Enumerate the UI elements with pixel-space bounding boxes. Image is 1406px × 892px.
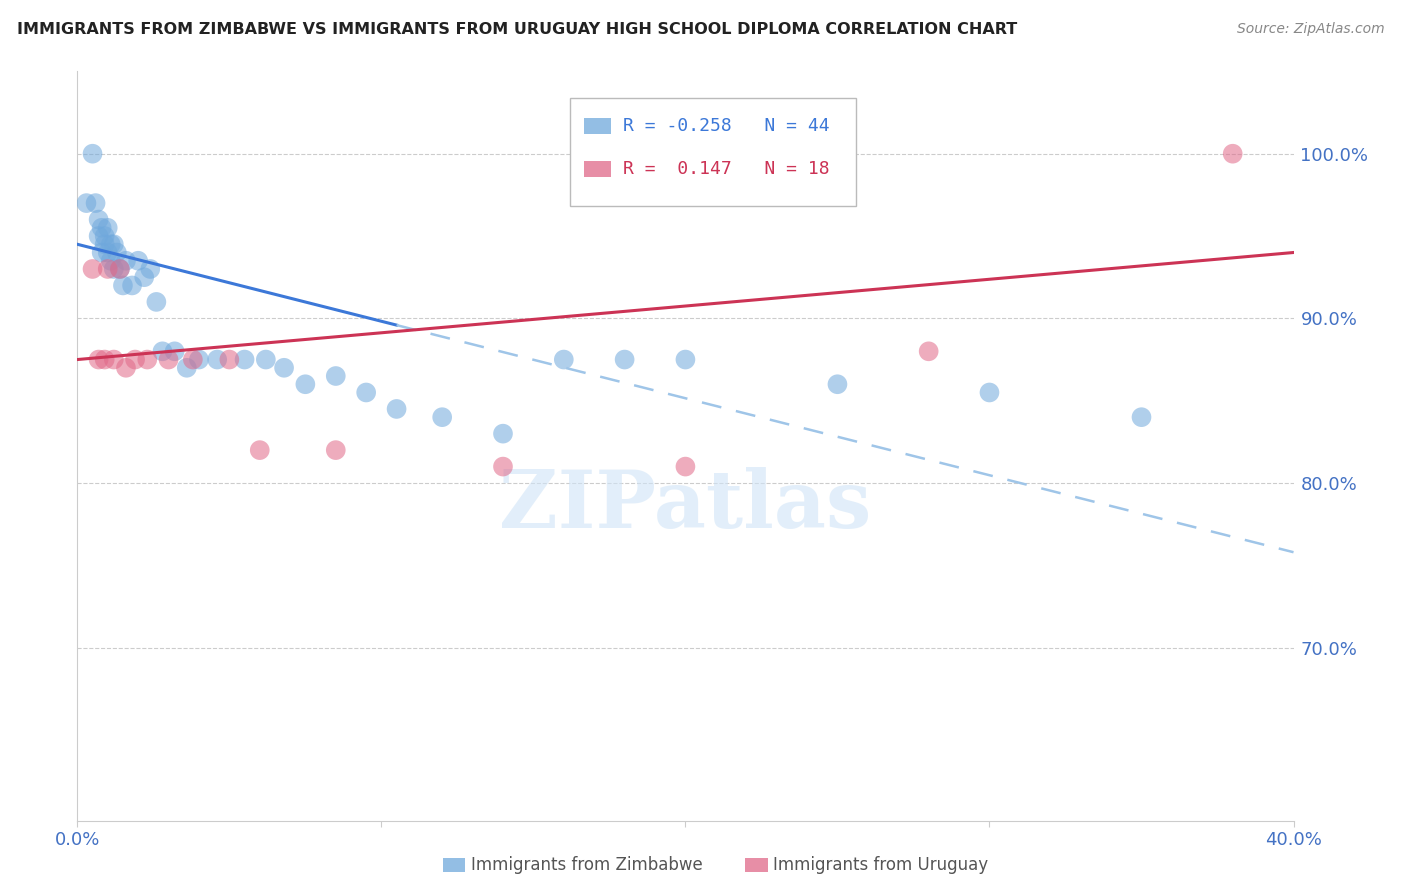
Point — [188, 352, 211, 367]
Point — [108, 262, 131, 277]
Point — [918, 344, 941, 359]
Point — [152, 344, 174, 359]
Point — [121, 278, 143, 293]
Point — [124, 352, 146, 367]
Point — [675, 459, 697, 474]
Point — [205, 352, 228, 367]
Point — [100, 237, 122, 252]
Point — [103, 262, 125, 277]
Point — [97, 245, 120, 260]
Point — [181, 352, 204, 367]
Point — [1222, 146, 1244, 161]
Point — [82, 262, 104, 277]
Point — [103, 352, 125, 367]
Point — [613, 352, 636, 367]
Point — [108, 262, 131, 277]
Point — [103, 237, 125, 252]
Point — [93, 229, 115, 244]
Point — [84, 196, 107, 211]
Point — [294, 377, 316, 392]
Bar — [585, 118, 612, 135]
Point — [273, 360, 295, 375]
Point — [105, 245, 128, 260]
Point — [90, 220, 112, 235]
Point — [87, 352, 110, 367]
Point — [176, 360, 198, 375]
Text: Immigrants from Uruguay: Immigrants from Uruguay — [773, 856, 988, 874]
Point — [139, 262, 162, 277]
Point — [75, 196, 97, 211]
Text: IMMIGRANTS FROM ZIMBABWE VS IMMIGRANTS FROM URUGUAY HIGH SCHOOL DIPLOMA CORRELAT: IMMIGRANTS FROM ZIMBABWE VS IMMIGRANTS F… — [17, 22, 1017, 37]
Point — [136, 352, 159, 367]
Point — [492, 426, 515, 441]
Point — [249, 443, 271, 458]
Point — [134, 270, 156, 285]
Point — [827, 377, 849, 392]
Point — [385, 401, 408, 416]
Point — [325, 443, 347, 458]
Point — [115, 360, 138, 375]
Point — [254, 352, 277, 367]
Point — [553, 352, 575, 367]
Point — [111, 278, 134, 293]
Text: Source: ZipAtlas.com: Source: ZipAtlas.com — [1237, 22, 1385, 37]
Point — [82, 146, 104, 161]
Point — [145, 294, 167, 309]
Text: Immigrants from Zimbabwe: Immigrants from Zimbabwe — [471, 856, 703, 874]
Point — [163, 344, 186, 359]
Point — [93, 237, 115, 252]
Point — [97, 220, 120, 235]
Text: R =  0.147   N = 18: R = 0.147 N = 18 — [623, 160, 830, 178]
Text: ZIPatlas: ZIPatlas — [499, 467, 872, 545]
Point — [492, 459, 515, 474]
Point — [100, 253, 122, 268]
Point — [430, 410, 453, 425]
Point — [115, 253, 138, 268]
Point — [218, 352, 240, 367]
Point — [1130, 410, 1153, 425]
Point — [354, 385, 377, 400]
Point — [127, 253, 149, 268]
Point — [97, 262, 120, 277]
Point — [87, 229, 110, 244]
Bar — [585, 161, 612, 177]
Point — [90, 245, 112, 260]
Point — [233, 352, 256, 367]
Point — [157, 352, 180, 367]
Point — [87, 212, 110, 227]
Point — [979, 385, 1001, 400]
FancyBboxPatch shape — [569, 97, 856, 206]
Point — [325, 369, 347, 384]
Text: R = -0.258   N = 44: R = -0.258 N = 44 — [623, 117, 830, 135]
Point — [93, 352, 115, 367]
Point — [675, 352, 697, 367]
